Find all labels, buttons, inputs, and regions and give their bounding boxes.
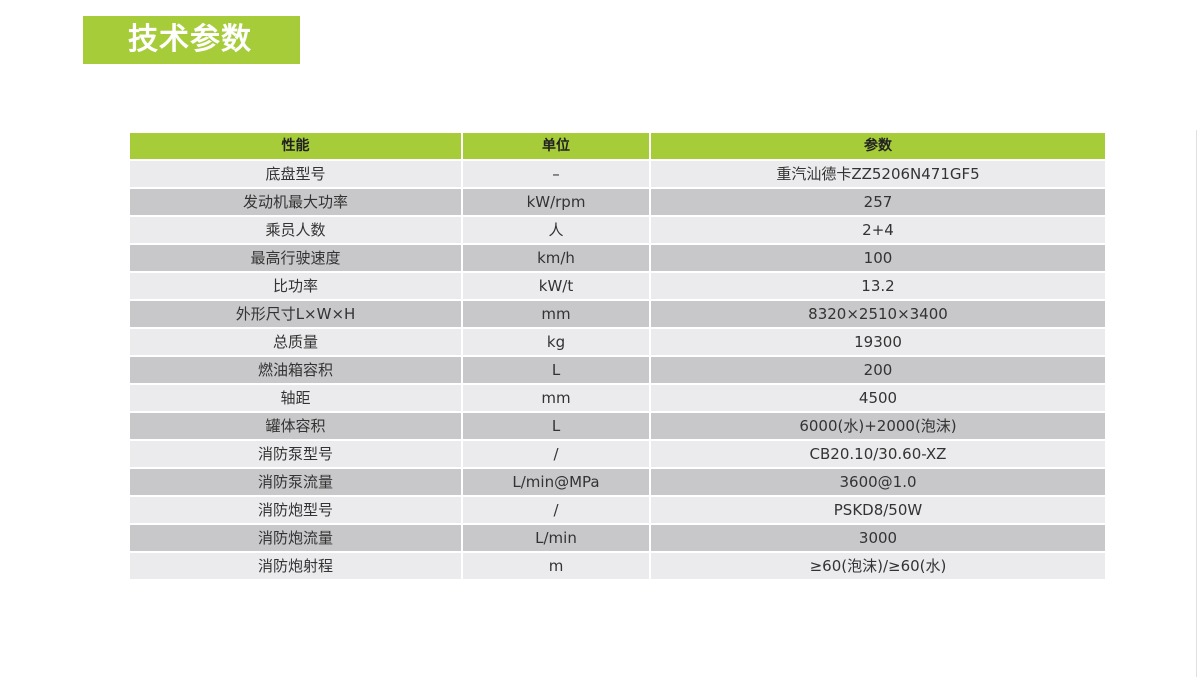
cell-unit: km/h <box>461 243 651 273</box>
cell-unit: kW/rpm <box>461 187 651 217</box>
spec-table: 性能 单位 参数 底盘型号 – 重汽汕德卡ZZ5206N471GF5 发动机最大功率 k… <box>128 131 1107 581</box>
table-row: 比功率 kW/t 13.2 <box>128 271 1107 301</box>
cell-performance: 总质量 <box>128 327 463 357</box>
table-row: 发动机最大功率 kW/rpm 257 <box>128 187 1107 217</box>
table-row: 轴距 mm 4500 <box>128 383 1107 413</box>
cell-performance: 底盘型号 <box>128 159 463 189</box>
cell-parameter: 3000 <box>649 523 1107 553</box>
cell-parameter: 6000(水)+2000(泡沫) <box>649 411 1107 441</box>
cell-parameter: 2+4 <box>649 215 1107 245</box>
cell-performance: 罐体容积 <box>128 411 463 441</box>
cell-unit: / <box>461 495 651 525</box>
cell-unit: kW/t <box>461 271 651 301</box>
header-parameter: 参数 <box>649 131 1107 161</box>
cell-parameter: 200 <box>649 355 1107 385</box>
table-row: 消防泵流量 L/min@MPa 3600@1.0 <box>128 467 1107 497</box>
divider <box>1196 130 1197 677</box>
cell-performance: 消防炮流量 <box>128 523 463 553</box>
cell-unit: mm <box>461 383 651 413</box>
section-title-banner: 技术参数 <box>83 16 300 64</box>
table-row: 总质量 kg 19300 <box>128 327 1107 357</box>
section-title: 技术参数 <box>128 22 252 57</box>
header-unit: 单位 <box>461 131 651 161</box>
cell-unit: / <box>461 439 651 469</box>
cell-unit: m <box>461 551 651 581</box>
cell-unit: 人 <box>461 215 651 245</box>
cell-unit: L <box>461 411 651 441</box>
table-row: 消防炮射程 m ≥60(泡沫)/≥60(水) <box>128 551 1107 581</box>
cell-performance: 消防炮射程 <box>128 551 463 581</box>
cell-performance: 比功率 <box>128 271 463 301</box>
cell-performance: 消防泵型号 <box>128 439 463 469</box>
cell-parameter: 3600@1.0 <box>649 467 1107 497</box>
table-row: 最高行驶速度 km/h 100 <box>128 243 1107 273</box>
table-row: 乘员人数人 2+4 <box>128 215 1107 245</box>
table-row: 外形尺寸L×W×H mm 8320×2510×3400 <box>128 299 1107 329</box>
cell-unit: mm <box>461 299 651 329</box>
cell-performance: 发动机最大功率 <box>128 187 463 217</box>
cell-parameter: 13.2 <box>649 271 1107 301</box>
table-row: 消防炮型号 / PSKD8/50W <box>128 495 1107 525</box>
table-row: 底盘型号 – 重汽汕德卡ZZ5206N471GF5 <box>128 159 1107 189</box>
cell-parameter: 4500 <box>649 383 1107 413</box>
cell-performance: 最高行驶速度 <box>128 243 463 273</box>
cell-performance: 燃油箱容积 <box>128 355 463 385</box>
header-performance: 性能 <box>128 131 463 161</box>
cell-parameter: 19300 <box>649 327 1107 357</box>
cell-parameter: 100 <box>649 243 1107 273</box>
table-row: 燃油箱容积 L 200 <box>128 355 1107 385</box>
cell-performance: 轴距 <box>128 383 463 413</box>
cell-parameter: PSKD8/50W <box>649 495 1107 525</box>
cell-performance: 外形尺寸L×W×H <box>128 299 463 329</box>
cell-parameter: CB20.10/30.60-XZ <box>649 439 1107 469</box>
cell-parameter: 8320×2510×3400 <box>649 299 1107 329</box>
cell-parameter: 重汽汕德卡ZZ5206N471GF5 <box>649 159 1107 189</box>
cell-parameter: ≥60(泡沫)/≥60(水) <box>649 551 1107 581</box>
cell-unit: L <box>461 355 651 385</box>
cell-performance: 消防泵流量 <box>128 467 463 497</box>
cell-parameter: 257 <box>649 187 1107 217</box>
table-header-row: 性能 单位 参数 <box>128 131 1107 161</box>
cell-unit: kg <box>461 327 651 357</box>
table-row: 罐体容积 L 6000(水)+2000(泡沫) <box>128 411 1107 441</box>
cell-unit: L/min <box>461 523 651 553</box>
table-row: 消防泵型号 / CB20.10/30.60-XZ <box>128 439 1107 469</box>
cell-unit: – <box>461 159 651 189</box>
cell-performance: 乘员人数 <box>128 215 463 245</box>
table-row: 消防炮流量 L/min 3000 <box>128 523 1107 553</box>
cell-unit: L/min@MPa <box>461 467 651 497</box>
cell-performance: 消防炮型号 <box>128 495 463 525</box>
